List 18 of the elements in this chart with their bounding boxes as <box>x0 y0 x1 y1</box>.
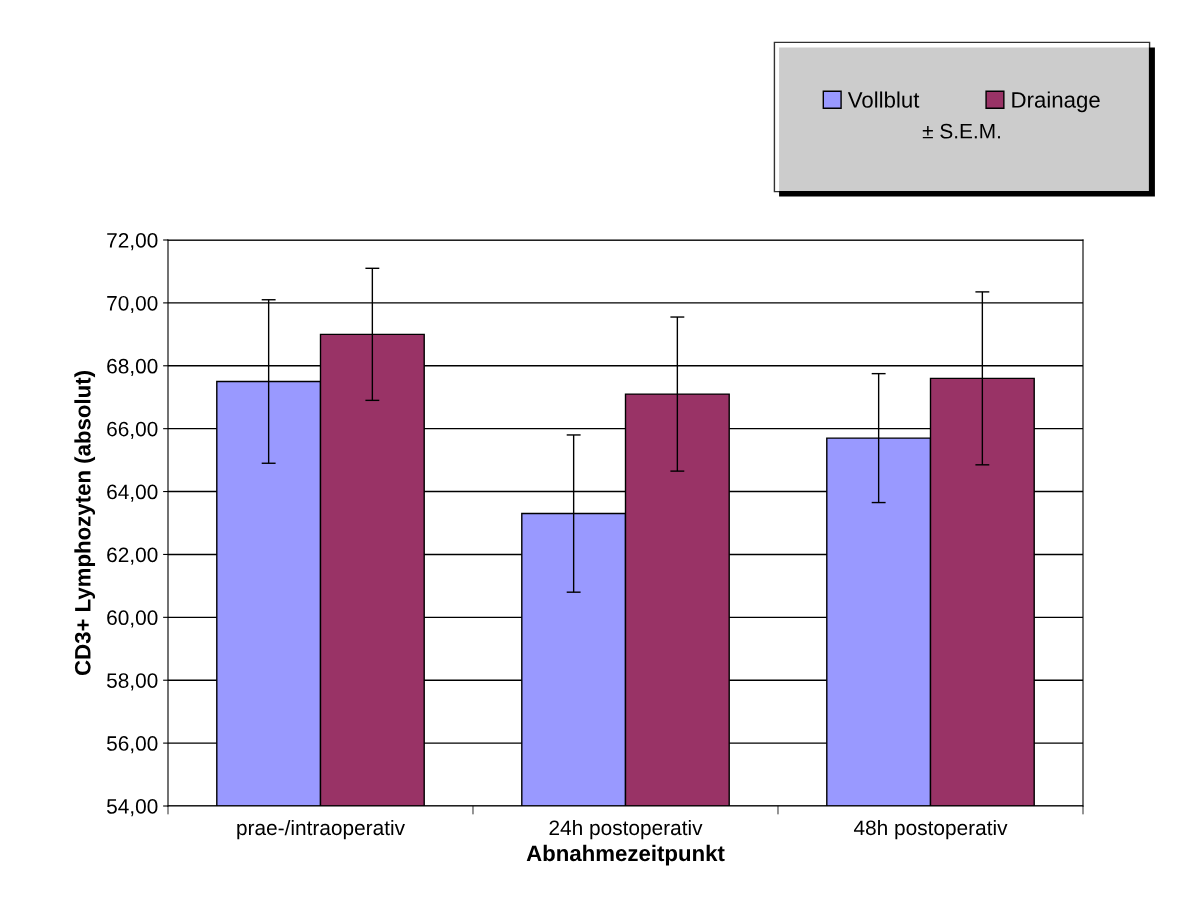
y-tick-label: 56,00 <box>106 736 158 754</box>
y-tick-label: 70,00 <box>107 295 158 314</box>
y-tick-label: 58,00 <box>106 673 158 691</box>
legend-label: Vollblut <box>847 91 920 108</box>
x-tick-label: 48h postoperativ <box>853 819 1008 840</box>
y-tick-label: 64,00 <box>107 484 158 502</box>
y-tick-label: 62,00 <box>107 547 158 565</box>
y-axis-title: CD3+ Lymphozyten (absolut) <box>74 371 96 676</box>
y-tick-label: 72,00 <box>107 233 158 251</box>
legend-label: Drainage <box>1012 91 1100 113</box>
x-tick-label: prae-/intraoperativ <box>237 819 405 840</box>
y-tick-label: 54,00 <box>106 799 158 817</box>
x-tick-label: 24h postoperativ <box>549 819 703 840</box>
y-tick-label: 60,00 <box>107 610 158 628</box>
y-tick-label: 66,00 <box>107 421 158 439</box>
x-axis-title: Abnahmezeitpunkt <box>526 844 725 866</box>
y-tick-label: 68,00 <box>107 358 158 376</box>
legend-title: ± S.E.M. <box>922 123 1000 139</box>
